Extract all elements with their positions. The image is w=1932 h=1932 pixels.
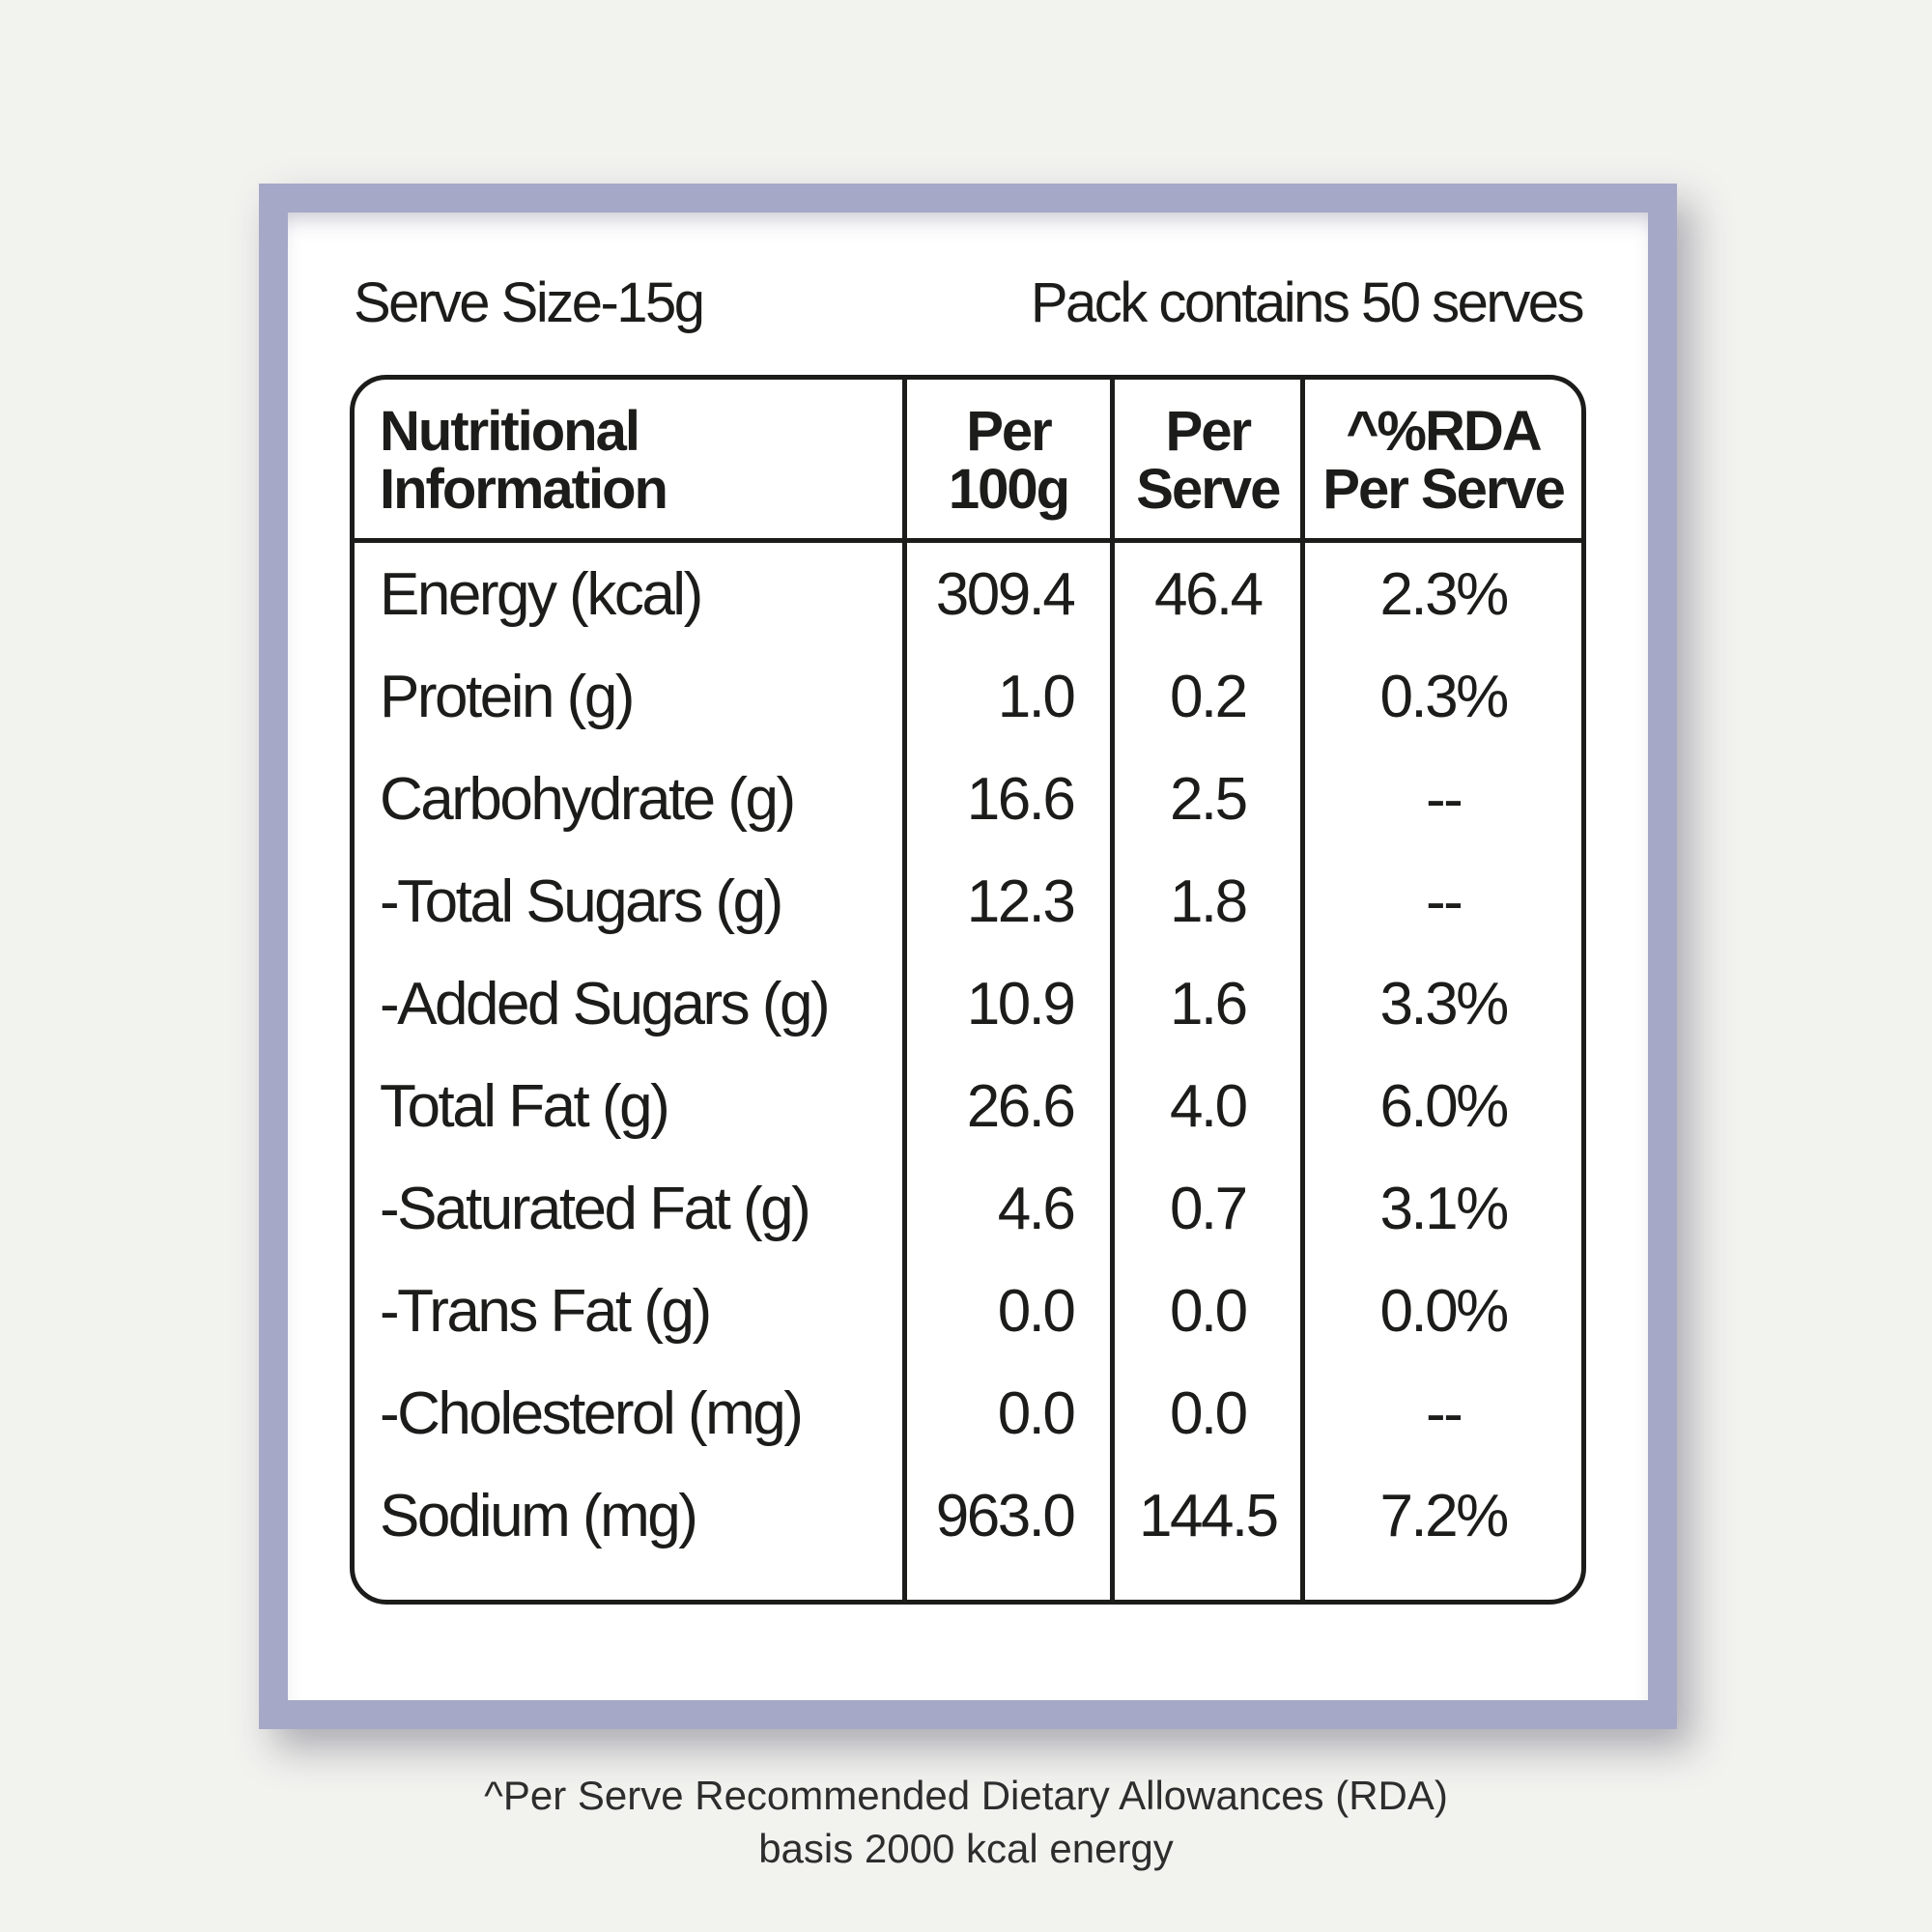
value-per-100g: 309.4 xyxy=(907,543,1116,646)
header-rda-per-serve: ^%RDA Per Serve xyxy=(1305,380,1581,544)
value-per-serve: 1.8 xyxy=(1115,850,1306,953)
rda-footnote: ^Per Serve Recommended Dietary Allowance… xyxy=(0,1770,1932,1875)
value-per-100g: 1.0 xyxy=(907,645,1116,749)
value-per-serve: 1.6 xyxy=(1115,952,1306,1056)
value-rda: 0.0% xyxy=(1379,1277,1509,1345)
table-spacer xyxy=(907,1567,1116,1601)
value-rda: 3.3% xyxy=(1379,970,1509,1037)
row-label: Carbohydrate (g) xyxy=(355,748,907,851)
row-label: -Total Sugars (g) xyxy=(355,850,907,953)
header-per-100g: Per 100g xyxy=(906,379,1116,544)
value-per-100g: 10.9 xyxy=(907,952,1116,1056)
value-per-100g: 4.6 xyxy=(907,1157,1116,1261)
value-rda: -- xyxy=(1425,1379,1463,1447)
row-label: Total Fat (g) xyxy=(355,1055,907,1158)
value-per-serve: 0.0 xyxy=(1115,1362,1306,1465)
rda-footnote-line2: basis 2000 kcal energy xyxy=(758,1825,1174,1871)
value-per-serve: 0.2 xyxy=(1115,645,1306,749)
pack-contains-text: Pack contains 50 serves xyxy=(1030,271,1585,334)
value-rda: -- xyxy=(1425,765,1463,833)
value-per-100g: 963.0 xyxy=(907,1464,1116,1568)
value-per-serve: 2.5 xyxy=(1115,748,1306,851)
value-rda: 2.3% xyxy=(1379,560,1509,628)
value-per-100g: 26.6 xyxy=(907,1055,1116,1158)
serve-size-text: Serve Size-15g xyxy=(354,271,705,334)
nutrition-table: Nutritional Information Per 100g Per Ser… xyxy=(350,374,1586,1605)
value-per-serve: 0.0 xyxy=(1115,1260,1306,1363)
value-per-serve: 46.4 xyxy=(1115,543,1306,646)
header-nutritional-information: Nutritional Information xyxy=(355,379,907,544)
row-label: Energy (kcal) xyxy=(355,543,907,646)
value-rda: 0.3% xyxy=(1379,663,1509,730)
value-rda: 3.1% xyxy=(1379,1175,1509,1242)
label-frame: Serve Size-15g Pack contains 50 serves N… xyxy=(259,184,1677,1729)
value-per-100g: 0.0 xyxy=(907,1260,1116,1363)
value-per-100g: 12.3 xyxy=(907,850,1116,953)
row-label: -Cholesterol (mg) xyxy=(355,1362,907,1465)
value-rda: 7.2% xyxy=(1379,1482,1509,1549)
value-rda: -- xyxy=(1425,867,1463,935)
table-spacer xyxy=(355,1567,907,1601)
label-card: Serve Size-15g Pack contains 50 serves N… xyxy=(288,213,1648,1700)
row-label: Sodium (mg) xyxy=(355,1464,907,1568)
row-label: -Saturated Fat (g) xyxy=(355,1157,907,1261)
header-per-serve: Per Serve xyxy=(1115,379,1306,544)
row-label: Protein (g) xyxy=(355,645,907,749)
value-rda: 6.0% xyxy=(1379,1072,1509,1140)
value-per-serve: 144.5 xyxy=(1115,1464,1306,1568)
table-spacer xyxy=(1115,1567,1306,1601)
value-per-serve: 4.0 xyxy=(1115,1055,1306,1158)
value-per-100g: 16.6 xyxy=(907,748,1116,851)
value-per-100g: 0.0 xyxy=(907,1362,1116,1465)
rda-footnote-line1: ^Per Serve Recommended Dietary Allowance… xyxy=(484,1773,1448,1818)
table-spacer xyxy=(1305,1567,1581,1600)
serving-info-row: Serve Size-15g Pack contains 50 serves xyxy=(350,267,1586,334)
row-label: -Added Sugars (g) xyxy=(355,952,907,1056)
value-per-serve: 0.7 xyxy=(1115,1157,1306,1261)
row-label: -Trans Fat (g) xyxy=(355,1260,907,1363)
